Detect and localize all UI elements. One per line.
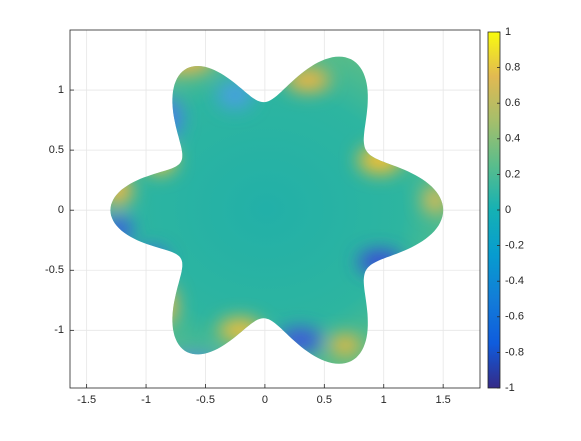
colorbar-tick-label: -0.6 (505, 311, 524, 323)
y-tick-label: 0.5 (49, 144, 64, 156)
x-tick-label: 0.5 (317, 394, 332, 406)
x-tick-label: -1 (141, 394, 151, 406)
colorbar-tick-label: 0.2 (505, 168, 520, 180)
colorbar-tick-label: -0.2 (505, 240, 524, 252)
x-tick-label: 1 (381, 394, 387, 406)
colorbar-tick-label: 0.8 (505, 62, 520, 74)
x-tick-label: 0 (262, 394, 268, 406)
colorbar-tick-label: 0.4 (505, 133, 520, 145)
y-tick-label: -0.5 (45, 264, 64, 276)
colorbar-tick-label: 0 (505, 204, 511, 216)
colorbar-tick-label: 1 (505, 26, 511, 38)
colorbar-tick-label: -0.8 (505, 346, 524, 358)
colorbar-tick-label: -0.4 (505, 275, 524, 287)
colorbar-tick-label: -1 (505, 382, 515, 394)
y-tick-label: -1 (54, 324, 64, 336)
x-tick-label: -1.5 (77, 394, 96, 406)
axes-box (69, 29, 481, 389)
y-tick-label: 1 (58, 84, 64, 96)
x-tick-label: 1.5 (436, 394, 451, 406)
colorbar-tick-label: 0.6 (505, 97, 520, 109)
x-tick-label: -0.5 (196, 394, 215, 406)
y-tick-label: 0 (58, 204, 64, 216)
